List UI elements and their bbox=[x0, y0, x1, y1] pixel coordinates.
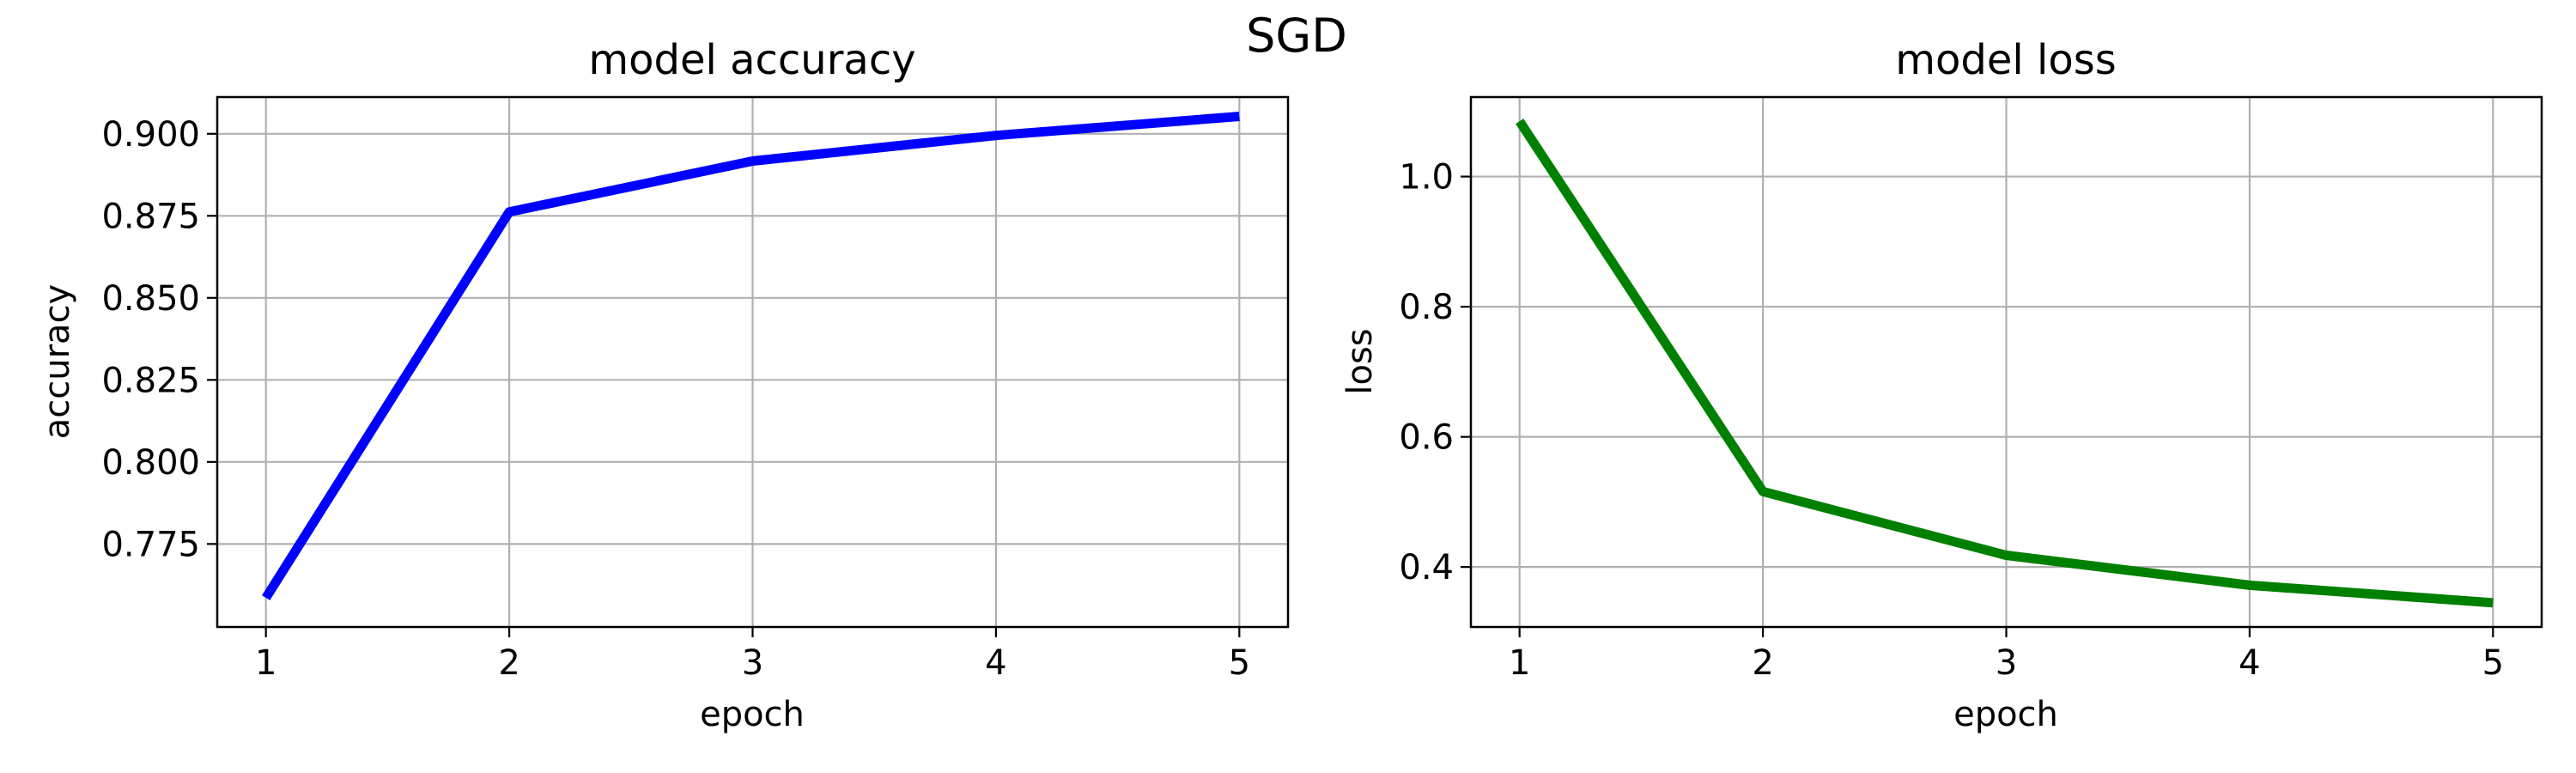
loss-series-layer bbox=[1516, 119, 2494, 608]
accuracy-series-line bbox=[262, 112, 1240, 600]
accuracy-y-tick-label: 0.775 bbox=[101, 525, 200, 564]
accuracy-series-layer bbox=[262, 112, 1240, 600]
accuracy-x-tick-label: 2 bbox=[498, 643, 519, 683]
loss-chart-title: model loss bbox=[1895, 36, 2116, 84]
accuracy-grid bbox=[217, 97, 1288, 627]
figure-suptitle: SGD bbox=[1246, 9, 1347, 63]
loss-y-tick-label: 0.4 bbox=[1399, 548, 1454, 587]
accuracy-ticks: 1 2 3 4 5 0.775 0.800 0.825 0.850 0.875 0.900 bbox=[101, 115, 1250, 683]
loss-x-tick-label: 3 bbox=[1996, 643, 2017, 683]
accuracy-chart-title: model accuracy bbox=[588, 36, 915, 84]
loss-series-line bbox=[1516, 119, 2494, 608]
accuracy-x-tick-label: 1 bbox=[255, 643, 276, 683]
loss-grid bbox=[1471, 97, 2542, 627]
loss-y-tick-label: 1.0 bbox=[1399, 158, 1454, 198]
loss-x-tick-label: 4 bbox=[2239, 643, 2260, 683]
loss-x-tick-label: 1 bbox=[1509, 643, 1530, 683]
accuracy-y-tick-label: 0.900 bbox=[101, 115, 200, 155]
loss-x-tick-label: 5 bbox=[2482, 643, 2504, 683]
accuracy-y-axis-label: accuracy bbox=[38, 284, 77, 439]
accuracy-x-tick-label: 5 bbox=[1229, 643, 1250, 683]
accuracy-y-tick-label: 0.800 bbox=[101, 443, 200, 483]
accuracy-y-tick-label: 0.875 bbox=[101, 197, 200, 236]
loss-chart: 1 2 3 4 5 0.4 0.6 0.8 1.0 model loss epoch loss bbox=[1340, 36, 2543, 734]
loss-y-tick-label: 0.8 bbox=[1399, 288, 1454, 327]
loss-x-axis-label: epoch bbox=[1953, 695, 2058, 734]
loss-y-axis-label: loss bbox=[1340, 328, 1380, 394]
accuracy-y-tick-label: 0.825 bbox=[101, 361, 200, 400]
accuracy-chart: 1 2 3 4 5 0.775 0.800 0.825 0.850 0.875 0.900 mode… bbox=[38, 36, 1290, 734]
accuracy-x-tick-label: 4 bbox=[985, 643, 1006, 683]
accuracy-x-tick-label: 3 bbox=[742, 643, 763, 683]
loss-x-tick-label: 2 bbox=[1752, 643, 1773, 683]
loss-y-tick-label: 0.6 bbox=[1399, 418, 1454, 458]
accuracy-y-tick-label: 0.850 bbox=[101, 279, 200, 319]
accuracy-x-axis-label: epoch bbox=[700, 695, 805, 734]
loss-ticks: 1 2 3 4 5 0.4 0.6 0.8 1.0 bbox=[1399, 158, 2504, 683]
